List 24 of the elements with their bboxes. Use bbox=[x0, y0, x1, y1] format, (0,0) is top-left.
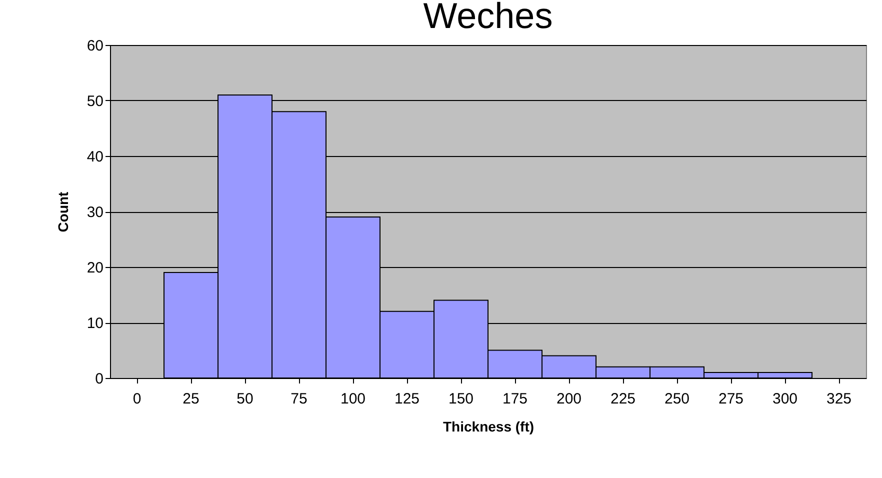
y-tick-label: 30 bbox=[86, 204, 104, 221]
x-tick-label: 125 bbox=[394, 390, 420, 408]
x-tick-label: 275 bbox=[718, 390, 744, 408]
y-tick-label: 20 bbox=[86, 260, 104, 276]
x-tick-label: 250 bbox=[664, 390, 690, 408]
x-tick-label: 175 bbox=[502, 390, 528, 408]
y-tick-label: 50 bbox=[86, 93, 104, 110]
x-tick-label: 25 bbox=[182, 390, 200, 408]
x-axis-title: Thickness (ft) bbox=[442, 418, 534, 434]
chart-title: Weches bbox=[423, 0, 553, 36]
x-tick-label: 75 bbox=[290, 390, 308, 408]
x-tick-label: 325 bbox=[826, 390, 852, 408]
x-tick-label: 0 bbox=[132, 390, 142, 408]
y-tick-label: 60 bbox=[86, 38, 104, 54]
x-tick-label: 225 bbox=[610, 390, 636, 408]
x-tick-label: 300 bbox=[772, 390, 798, 408]
y-tick-label: 10 bbox=[86, 315, 104, 332]
y-tick-label: 40 bbox=[86, 148, 104, 166]
x-tick-label: 200 bbox=[556, 390, 582, 408]
y-tick-label: 0 bbox=[95, 370, 104, 388]
x-tick-label: 50 bbox=[236, 390, 254, 408]
x-tick-label: 150 bbox=[448, 390, 474, 408]
x-tick-label: 100 bbox=[340, 390, 366, 408]
y-axis-title: Count bbox=[54, 191, 71, 232]
